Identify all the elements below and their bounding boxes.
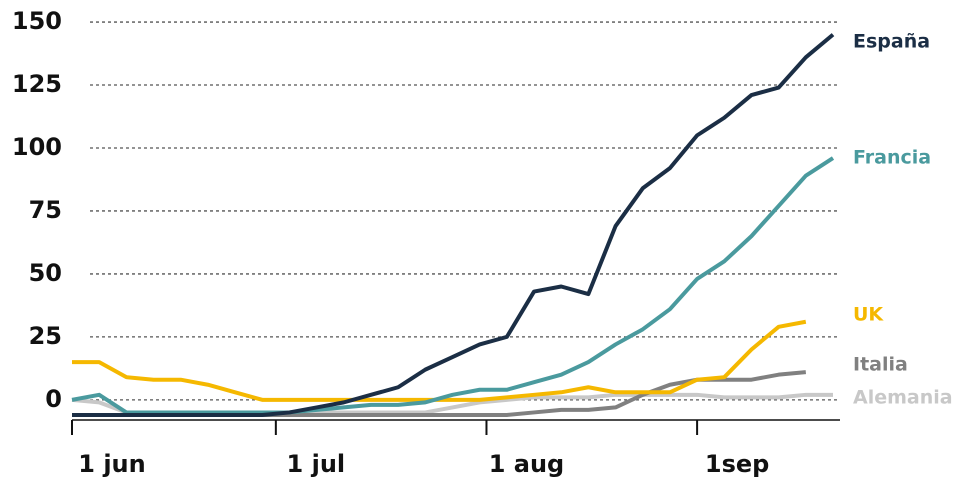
x-tick-label: 1 jul: [287, 450, 346, 478]
series-line: [72, 319, 807, 402]
series-label: Francia: [853, 147, 931, 169]
y-tick-label: 50: [29, 259, 62, 287]
y-tick-label: 150: [12, 7, 62, 35]
y-tick-label: 100: [12, 133, 62, 161]
y-tick-label: 25: [29, 322, 62, 350]
y-tick-label: 125: [12, 70, 62, 98]
series-label: UK: [853, 304, 884, 326]
x-tick-label: 1 aug: [489, 450, 565, 478]
series-label: España: [853, 31, 930, 53]
y-tick-label: 0: [45, 385, 62, 413]
series-line: [71, 392, 833, 415]
y-tick-label: 75: [29, 196, 62, 224]
series-line: [71, 156, 835, 415]
x-tick-label: 1 jun: [78, 450, 145, 478]
series-label: Alemania: [853, 387, 953, 409]
series-label: Italia: [853, 354, 908, 376]
series-line: [72, 33, 835, 417]
x-tick-label: 1sep: [705, 450, 769, 478]
